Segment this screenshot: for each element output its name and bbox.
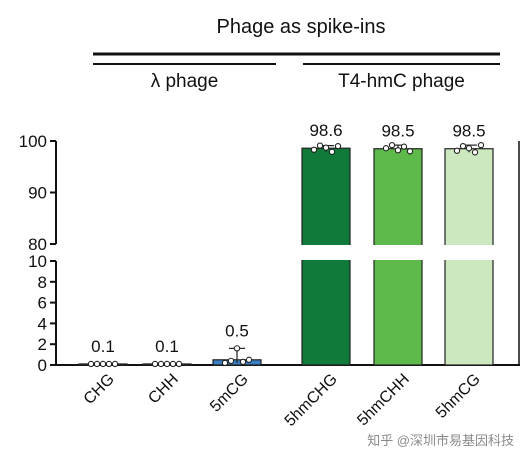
data-point xyxy=(406,148,414,155)
y-tick-label: 90 xyxy=(28,184,47,203)
data-point xyxy=(93,360,101,368)
data-point xyxy=(328,148,336,155)
axis-layer xyxy=(50,52,520,366)
y-tick-label: 2 xyxy=(38,335,47,354)
data-point xyxy=(239,358,247,366)
value-label: 98.5 xyxy=(452,122,485,141)
data-point xyxy=(99,360,107,368)
data-point xyxy=(459,142,467,150)
value-label: 98.6 xyxy=(309,121,342,140)
data-point xyxy=(388,141,396,149)
y-tick-label: 0 xyxy=(38,356,47,375)
data-point xyxy=(163,360,171,368)
data-point xyxy=(227,357,235,364)
y-tick-label: 6 xyxy=(38,294,47,313)
value-label: 98.5 xyxy=(381,122,414,141)
y-tick-label: 8 xyxy=(38,273,47,292)
data-point xyxy=(105,360,113,368)
axis-break-gap xyxy=(443,245,495,260)
data-point xyxy=(221,359,229,367)
labels-layer: Phage as spike-ins λ phage T4-hmC phage 0 2 4… xyxy=(19,16,514,448)
y-tick-label: 80 xyxy=(28,235,47,254)
group-label: T4-hmC phage xyxy=(338,71,465,92)
category-label: CHH xyxy=(145,371,182,408)
data-point xyxy=(453,147,461,154)
data-point xyxy=(400,143,408,150)
data-point xyxy=(157,360,165,368)
category-label: 5hmCHG xyxy=(282,371,341,430)
data-point xyxy=(394,147,402,154)
data-point xyxy=(477,141,485,149)
bars-layer xyxy=(78,141,495,368)
watermark-text: 知乎 @深圳市易基因科技 xyxy=(367,433,514,448)
category-label: 5hmCHH xyxy=(354,371,413,430)
data-point xyxy=(233,345,241,352)
value-label: 0.1 xyxy=(155,337,179,356)
data-point xyxy=(151,360,159,368)
data-point xyxy=(465,145,473,152)
data-point xyxy=(175,360,183,368)
data-point xyxy=(310,146,318,153)
data-point xyxy=(169,360,177,368)
category-label: 5mCG xyxy=(207,371,252,416)
data-point xyxy=(87,360,95,368)
y-tick-label: 10 xyxy=(28,252,47,271)
y-tick-label: 100 xyxy=(19,132,47,151)
axis-break-gap xyxy=(372,245,424,260)
data-point xyxy=(111,360,119,368)
data-point xyxy=(316,142,324,149)
group-label: λ phage xyxy=(151,71,219,92)
value-label: 0.1 xyxy=(91,337,115,356)
value-label: 0.5 xyxy=(225,321,249,340)
axis-break-gap xyxy=(300,245,352,260)
category-label: CHG xyxy=(81,371,118,408)
y-tick-label: 4 xyxy=(38,314,47,333)
data-point xyxy=(382,145,390,152)
data-point xyxy=(334,142,342,150)
data-point xyxy=(245,356,253,363)
category-label: 5hmCG xyxy=(433,371,484,422)
data-point xyxy=(322,144,330,151)
chart-title: Phage as spike-ins xyxy=(217,16,386,38)
data-point xyxy=(471,149,479,156)
